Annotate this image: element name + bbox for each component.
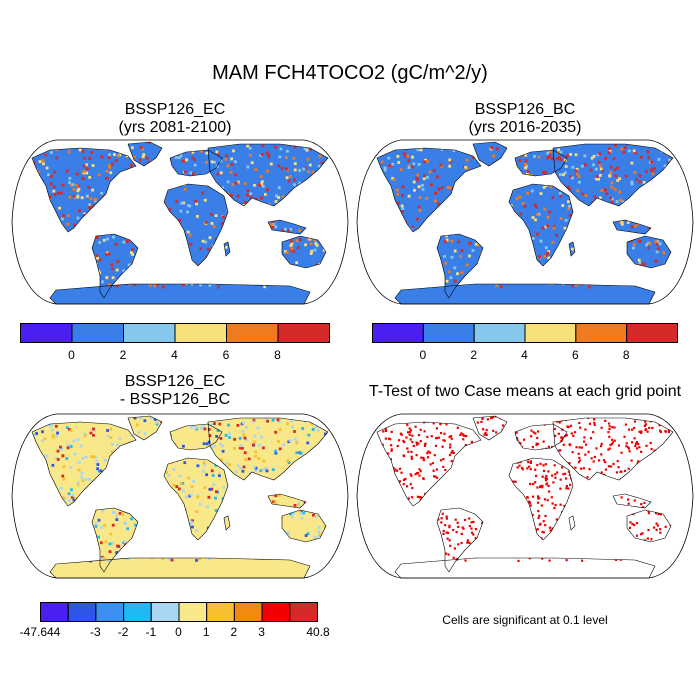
colorbar-tick-label: 6 — [222, 348, 230, 362]
colorbar-swatch — [277, 323, 330, 343]
antarctica-land — [395, 284, 655, 304]
panel-1-title: BSSP126_EC (yrs 2081-2100) — [0, 101, 350, 137]
panel-3-map — [11, 413, 349, 579]
north-america-land — [377, 422, 481, 506]
colorbar-tick-label: 3 — [258, 625, 265, 639]
panel-4-title: T-Test of two Case means at each grid po… — [350, 383, 700, 401]
colorbar-tick-label: 2 — [119, 348, 127, 362]
north-america-land — [32, 148, 136, 232]
north-america-land — [32, 422, 136, 506]
colorbar-tick-label: -2 — [117, 625, 129, 639]
asia-land — [553, 144, 673, 206]
africa-land — [509, 458, 573, 540]
panel-2-title: BSSP126_BC (yrs 2016-2035) — [350, 101, 700, 137]
colorbar-swatch — [233, 602, 263, 622]
africa-land — [164, 184, 228, 266]
panel-3-title-line1: BSSP126_EC — [124, 373, 226, 390]
colorbar-tick-label: 8 — [274, 348, 281, 362]
colorbar-swatch — [40, 602, 69, 622]
colorbar-swatch — [95, 602, 125, 622]
colorbar-tick-label: 4 — [521, 348, 528, 362]
antarctica-land — [395, 558, 655, 578]
australia-land — [627, 510, 671, 542]
colorbar-swatch — [626, 323, 678, 343]
colorbar-tick-label: 0 — [419, 348, 427, 362]
asia-land — [553, 418, 673, 480]
panel-2-title-line2: (yrs 2016-2035) — [468, 119, 582, 136]
colorbar-swatch — [123, 602, 152, 622]
panel-3-title: BSSP126_EC - BSSP126_BC — [0, 373, 350, 409]
colorbar-tick-label: -3 — [90, 625, 101, 639]
colorbar-swatch — [178, 602, 208, 622]
colorbar-tick-label: 2 — [230, 625, 238, 639]
africa-land — [164, 458, 228, 540]
colorbar-3 — [40, 602, 318, 622]
colorbar-swatch — [289, 602, 318, 622]
panel-4-map — [356, 413, 694, 579]
greenland-land — [128, 416, 162, 440]
colorbar-tick-label: -47.644 — [19, 625, 61, 639]
colorbar-tick-label: -1 — [145, 625, 157, 639]
colorbar-swatch — [575, 323, 628, 343]
colorbar-tick-label: 0 — [175, 625, 182, 639]
figure-title: MAM FCH4TOCO2 (gC/m^2/y) — [212, 62, 488, 84]
colorbar-swatch — [174, 323, 227, 343]
panel-1-map — [11, 139, 349, 305]
colorbar-tick-label: 8 — [622, 348, 630, 362]
colorbar-swatch — [206, 602, 235, 622]
map-border — [356, 139, 694, 305]
antarctica-land — [50, 284, 310, 304]
colorbar-swatch — [71, 323, 124, 343]
north-america-land — [377, 148, 481, 232]
africa-land — [509, 184, 573, 266]
colorbar-tick-label: 40.8 — [306, 625, 330, 639]
panel-4-title-line1: T-Test of two Case means at each grid po… — [368, 383, 682, 400]
map-border — [356, 413, 694, 579]
colorbar-swatch — [150, 602, 180, 622]
colorbar-swatch — [20, 323, 73, 343]
asia-land — [208, 144, 328, 206]
colorbar-tick-label: 4 — [171, 348, 178, 362]
colorbar-swatch — [67, 602, 97, 622]
colorbar-swatch — [422, 323, 475, 343]
ttest-note: Cells are significant at 0.1 level — [442, 613, 608, 627]
antarctica-land — [50, 558, 310, 578]
south-america-land — [437, 508, 483, 572]
colorbar-swatch — [123, 323, 176, 343]
colorbar-2 — [372, 323, 678, 343]
colorbar-swatch — [524, 323, 577, 343]
colorbar-tick-label: 6 — [571, 348, 579, 362]
colorbar-1 — [20, 323, 330, 343]
panel-1-title-line2: (yrs 2081-2100) — [118, 119, 232, 136]
map-border — [11, 413, 349, 579]
colorbar-swatch — [226, 323, 279, 343]
colorbar-swatch — [473, 323, 526, 343]
panel-2-map — [356, 139, 694, 305]
colorbar-swatch — [372, 323, 424, 343]
panel-1-title-line1: BSSP126_EC — [124, 101, 226, 118]
colorbar-tick-label: 2 — [470, 348, 477, 362]
colorbar-tick-label: 1 — [202, 625, 210, 639]
map-border — [11, 139, 349, 305]
colorbar-swatch — [261, 602, 291, 622]
panel-2-title-line1: BSSP126_BC — [474, 101, 576, 118]
colorbar-tick-label: 0 — [68, 348, 75, 362]
panel-3-title-line2: - BSSP126_BC — [119, 391, 231, 408]
